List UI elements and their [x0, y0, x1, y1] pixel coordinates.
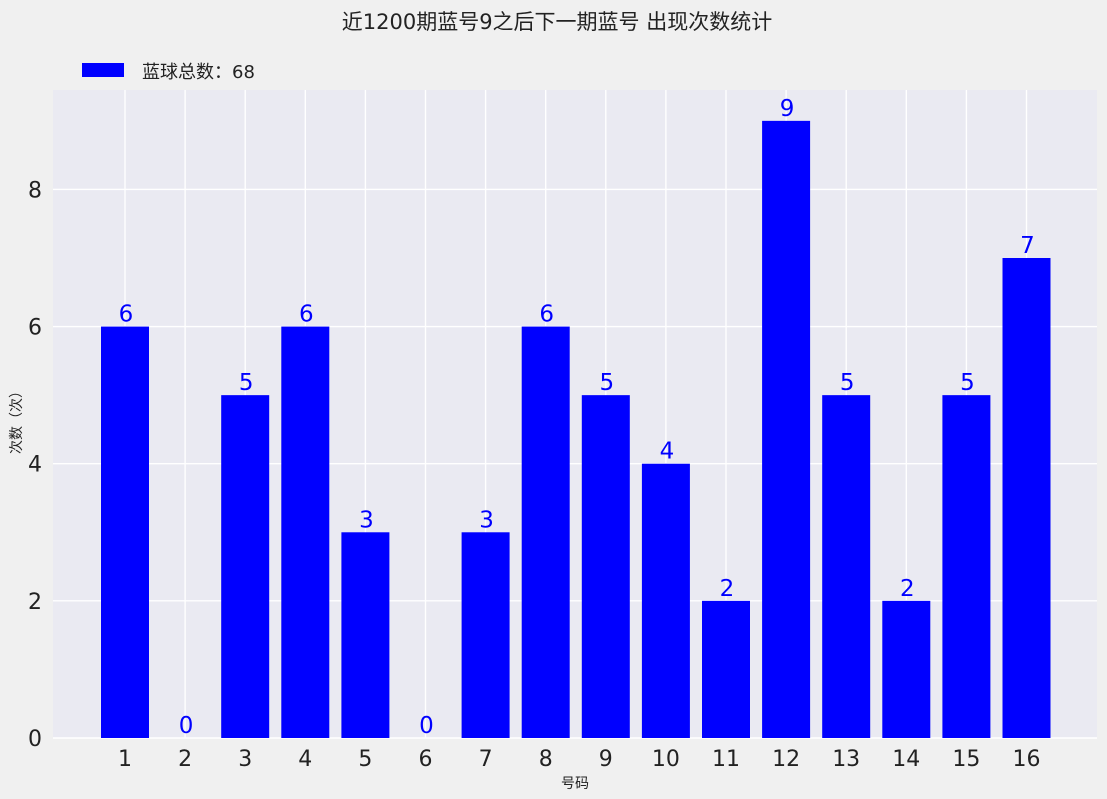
value-label: 3 — [359, 507, 374, 533]
x-tick-label: 9 — [599, 747, 613, 772]
value-label: 5 — [599, 370, 614, 396]
bar-series — [101, 120, 1051, 739]
value-label: 2 — [720, 576, 735, 602]
x-tick-label: 7 — [479, 747, 493, 772]
value-label: 5 — [239, 370, 254, 396]
bar-15 — [942, 395, 991, 738]
bar-10 — [641, 463, 690, 738]
x-tick-label: 13 — [832, 747, 860, 772]
value-label: 3 — [479, 507, 494, 533]
value-label: 5 — [960, 370, 975, 396]
x-tick-label: 14 — [892, 747, 920, 772]
x-tick-label: 3 — [238, 747, 252, 772]
y-tick-labels: 0 2 4 6 8 — [28, 178, 42, 752]
x-tick-label: 11 — [712, 747, 740, 772]
bar-14 — [882, 600, 931, 738]
y-tick-label: 2 — [28, 590, 42, 615]
legend-swatch — [82, 63, 124, 77]
bar-3 — [221, 395, 270, 738]
plot-area — [53, 90, 1097, 738]
y-tick-label: 0 — [28, 727, 42, 752]
value-label: 9 — [780, 96, 795, 122]
bar-16 — [1002, 258, 1051, 738]
bar-7 — [461, 532, 510, 738]
x-tick-label: 2 — [178, 747, 192, 772]
bar-11 — [702, 600, 750, 738]
x-tick-label: 10 — [652, 747, 680, 772]
legend: 蓝球总数：68 — [82, 62, 255, 83]
bar-13 — [822, 395, 871, 738]
x-tick-label: 16 — [1013, 747, 1041, 772]
bar-9 — [581, 395, 630, 738]
y-tick-label: 4 — [28, 453, 42, 478]
value-label: 2 — [900, 576, 915, 602]
value-label: 6 — [539, 302, 554, 328]
y-axis-label: 次数（次） — [9, 384, 25, 454]
value-label: 6 — [119, 302, 134, 328]
y-tick-label: 6 — [28, 316, 42, 341]
bar-8 — [521, 326, 570, 738]
value-label: 6 — [299, 302, 314, 328]
bar-1 — [101, 326, 149, 738]
x-tick-label: 15 — [952, 747, 980, 772]
value-label: 7 — [1020, 233, 1035, 259]
value-label: 5 — [840, 370, 855, 396]
bar-12 — [762, 120, 811, 739]
value-label: 0 — [419, 713, 434, 739]
x-axis-label: 号码 — [561, 776, 589, 792]
x-tick-labels: 1 2 3 4 5 6 7 8 9 10 11 12 13 14 15 16 — [118, 747, 1041, 772]
bar-5 — [341, 532, 390, 738]
legend-label: 蓝球总数：68 — [142, 62, 255, 83]
value-label: 0 — [179, 713, 194, 739]
bar-4 — [281, 326, 330, 738]
value-labels: 6 0 5 6 3 0 3 6 5 4 2 9 5 2 5 7 — [119, 96, 1035, 739]
chart-title: 近1200期蓝号9之后下一期蓝号 出现次数统计 — [342, 10, 772, 34]
y-tick-label: 8 — [28, 178, 42, 203]
x-tick-label: 6 — [419, 747, 433, 772]
x-tick-label: 4 — [298, 747, 312, 772]
x-tick-label: 12 — [772, 747, 800, 772]
x-tick-label: 5 — [358, 747, 372, 772]
value-label: 4 — [660, 439, 675, 465]
x-tick-label: 1 — [118, 747, 132, 772]
x-tick-label: 8 — [539, 747, 553, 772]
